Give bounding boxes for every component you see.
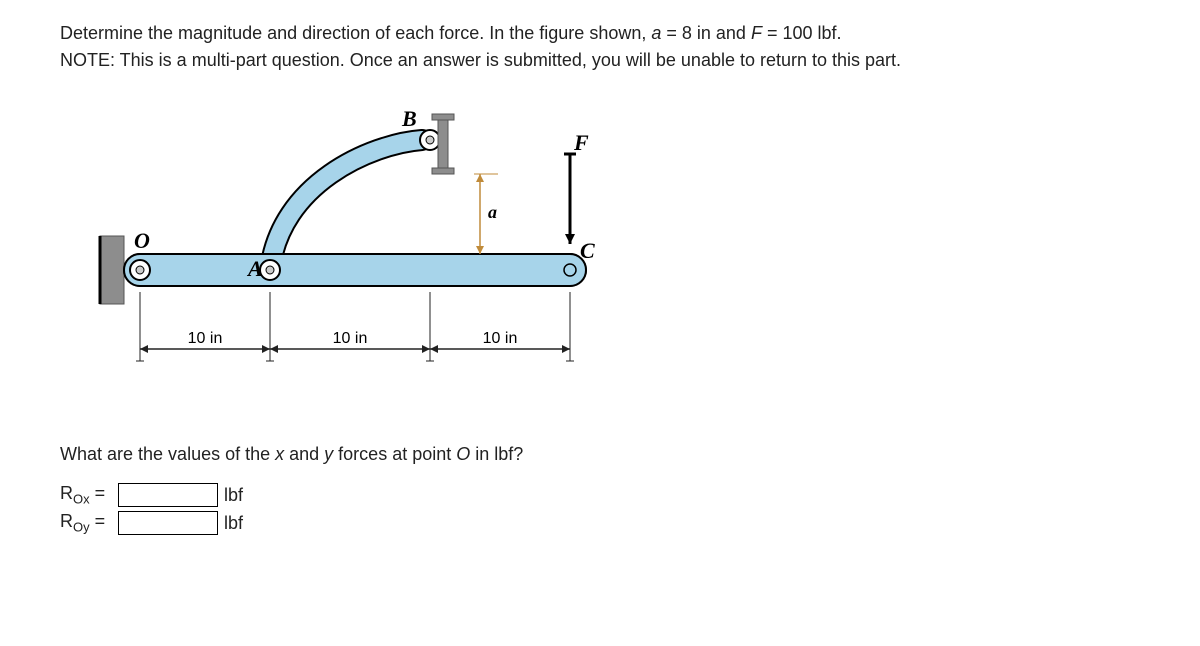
prompt-text: Determine the magnitude and direction of… bbox=[60, 23, 651, 43]
svg-text:A: A bbox=[246, 256, 263, 281]
svg-text:a: a bbox=[488, 202, 497, 222]
unit-rox: lbf bbox=[224, 485, 243, 506]
prompt-eq2: = 100 lbf. bbox=[762, 23, 842, 43]
problem-statement: Determine the magnitude and direction of… bbox=[60, 20, 1140, 74]
var-F: F bbox=[751, 23, 762, 43]
svg-text:10 in: 10 in bbox=[333, 330, 368, 347]
input-rox[interactable] bbox=[118, 483, 218, 507]
figure: O A B C Fa 10 in 10 in 10 in bbox=[80, 94, 620, 414]
input-roy[interactable] bbox=[118, 511, 218, 535]
unit-roy: lbf bbox=[224, 513, 243, 534]
question-text: What are the values of the x and y force… bbox=[60, 444, 1140, 465]
label-rox: ROx = bbox=[60, 483, 116, 507]
svg-text:C: C bbox=[580, 238, 595, 263]
svg-text:10 in: 10 in bbox=[188, 330, 223, 347]
answer-row-rox: ROx = lbf bbox=[60, 483, 1140, 507]
svg-text:B: B bbox=[401, 106, 417, 131]
label-roy: ROy = bbox=[60, 511, 116, 535]
svg-text:O: O bbox=[134, 228, 150, 253]
prompt-note: NOTE: This is a multi-part question. Onc… bbox=[60, 50, 901, 70]
answer-row-roy: ROy = lbf bbox=[60, 511, 1140, 535]
var-a: a bbox=[651, 23, 661, 43]
svg-text:10 in: 10 in bbox=[483, 330, 518, 347]
svg-text:F: F bbox=[573, 130, 589, 155]
prompt-eq1: = 8 in and bbox=[661, 23, 751, 43]
